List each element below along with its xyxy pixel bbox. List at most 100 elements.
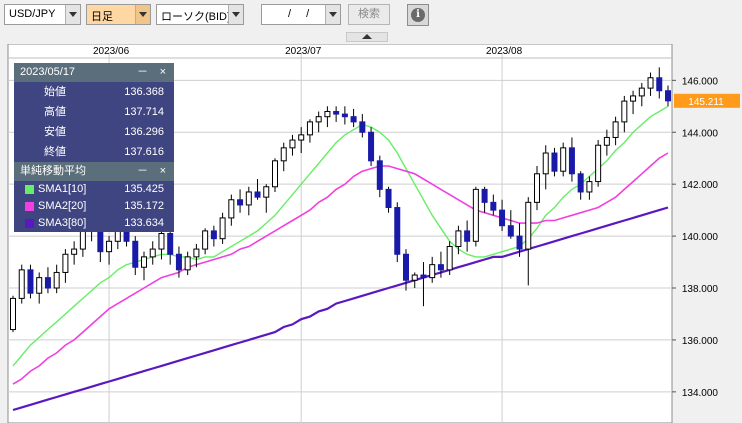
- candle-body: [254, 191, 261, 198]
- candle-body: [577, 173, 584, 193]
- candle-body: [298, 134, 305, 141]
- minimize-icon[interactable]: －: [137, 165, 148, 177]
- candle-body: [516, 235, 523, 250]
- chevron-down-icon[interactable]: [228, 5, 243, 24]
- candle-body: [44, 277, 51, 289]
- candle-body: [97, 230, 104, 253]
- candle-body: [481, 188, 488, 203]
- candles: [10, 67, 671, 333]
- y-tick-label: 144.000: [682, 128, 719, 139]
- candle-body: [411, 274, 418, 281]
- candle-body: [507, 225, 514, 237]
- search-button[interactable]: 検索: [348, 4, 390, 25]
- y-tick-label: 142.000: [682, 180, 719, 191]
- ohlc-label: 始値: [44, 86, 66, 98]
- candle-body: [280, 147, 287, 162]
- sma-row-1: SMA1[10] 135.425: [14, 181, 174, 198]
- candle-body: [420, 274, 427, 279]
- candle-body: [630, 95, 637, 102]
- close-icon[interactable]: ×: [159, 66, 166, 78]
- date-input-value: / /: [288, 8, 316, 20]
- candle-body: [551, 152, 558, 172]
- chart-type-select-value: ローソク(BID): [161, 11, 231, 23]
- candle-body: [429, 264, 436, 279]
- symbol-select[interactable]: USD/JPY: [4, 4, 81, 25]
- candle-body: [368, 131, 375, 162]
- candle-body: [560, 147, 567, 172]
- minimize-icon[interactable]: －: [137, 66, 148, 78]
- y-axis: 134.000 136.000 138.000 140.000 142.000 144.0…: [672, 76, 718, 399]
- ohlc-value: 137.714: [124, 106, 164, 118]
- sma-line-1: [12, 105, 669, 367]
- candle-body: [315, 116, 322, 123]
- chart-type-select[interactable]: ローソク(BID): [156, 4, 244, 25]
- ohlc-label: 終値: [44, 146, 66, 158]
- candle-body: [542, 152, 549, 175]
- ohlc-row-open: 始値 136.368: [14, 82, 174, 102]
- chevron-down-icon[interactable]: [135, 5, 150, 24]
- candle-body: [36, 277, 43, 294]
- ohlc-label: 安値: [44, 126, 66, 138]
- x-tick-label: 2023/08: [486, 46, 523, 57]
- candle-body: [106, 240, 113, 253]
- candle-body: [210, 230, 217, 240]
- sma-panel-header: 単純移動平均 － ×: [14, 162, 174, 181]
- sma-row-3: SMA3[80] 133.634: [14, 215, 174, 232]
- timeframe-select[interactable]: 日足: [86, 4, 151, 25]
- sma-title: 単純移動平均: [20, 165, 86, 177]
- date-input[interactable]: / /: [261, 4, 341, 25]
- candle-body: [167, 233, 174, 255]
- ohlc-info-panel[interactable]: 2023/05/17 － × 始値 136.368 高値 137.714 安値 136…: [14, 63, 174, 232]
- candle-body: [175, 253, 182, 271]
- candle-body: [446, 245, 453, 271]
- ohlc-label: 高値: [44, 106, 66, 118]
- candle-body: [27, 269, 34, 294]
- sma-value: 133.634: [124, 217, 164, 229]
- candle-body: [237, 199, 244, 206]
- candle-body: [141, 256, 147, 268]
- ohlc-panel-header: 2023/05/17 － ×: [14, 63, 174, 82]
- sma-label: SMA3[80]: [38, 217, 87, 229]
- ohlc-row-high: 高値 137.714: [14, 102, 174, 122]
- chevron-down-icon[interactable]: [325, 5, 340, 24]
- sma-value: 135.172: [124, 200, 164, 212]
- candle-body: [272, 160, 278, 188]
- sma-line-3: [12, 206, 669, 412]
- candle-body: [638, 87, 645, 97]
- candle-body: [10, 297, 16, 331]
- current-price-badge: 145.211: [674, 93, 740, 108]
- chevron-down-icon[interactable]: [65, 5, 80, 24]
- collapse-toggle[interactable]: [346, 32, 388, 42]
- current-price-badge-bg: [674, 93, 740, 108]
- candle-body: [149, 248, 156, 258]
- candle-body: [53, 271, 60, 289]
- candle-body: [350, 116, 357, 123]
- close-icon[interactable]: ×: [159, 165, 166, 177]
- y-tick-label: 146.000: [682, 76, 719, 87]
- candle-body: [603, 136, 610, 146]
- candle-body: [665, 90, 671, 102]
- candle-body: [289, 139, 296, 149]
- sma2-swatch: [25, 202, 34, 211]
- candle-body: [341, 113, 348, 118]
- info-icon: i: [411, 8, 425, 22]
- y-tick-label: 134.000: [682, 388, 719, 399]
- candle-body: [656, 77, 663, 92]
- x-axis: 2023/06 2023/07 2023/08: [93, 46, 523, 57]
- info-button[interactable]: i: [407, 4, 429, 26]
- candle-body: [586, 181, 593, 193]
- ohlc-row-low: 安値 136.296: [14, 122, 174, 142]
- candle-body: [621, 100, 628, 123]
- ohlc-value: 137.616: [124, 146, 164, 158]
- candle-body: [193, 248, 200, 258]
- candle-body: [534, 173, 540, 203]
- ohlc-value: 136.296: [124, 126, 164, 138]
- candle-body: [525, 201, 532, 250]
- candle-body: [385, 188, 392, 209]
- toolbar: USD/JPY 日足 ローソク(BID) / / 検索 i: [0, 0, 742, 30]
- candle-body: [499, 209, 506, 227]
- candle-body: [71, 248, 78, 255]
- current-price-label: 145.211: [688, 97, 724, 108]
- candle-body: [219, 217, 226, 240]
- sma-line-2: [12, 152, 669, 385]
